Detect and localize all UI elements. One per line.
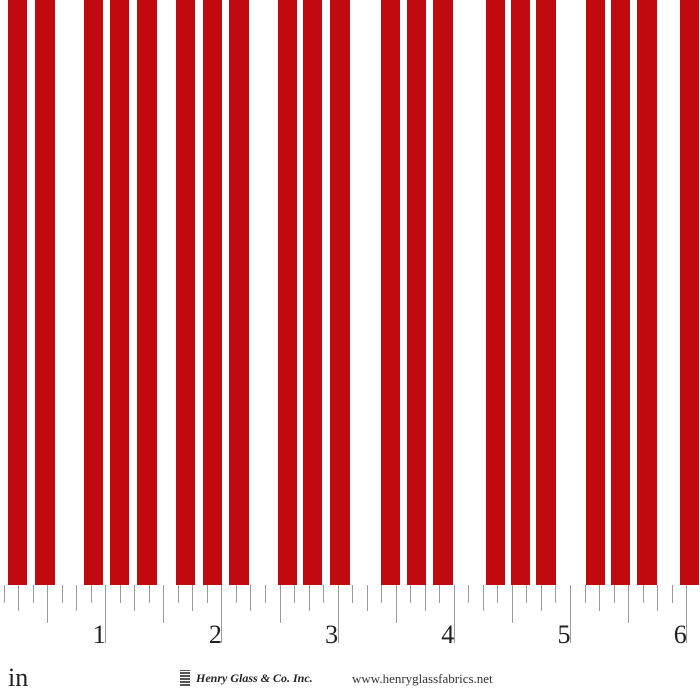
ruler-tick: [206, 585, 208, 603]
ruler-tick: [294, 585, 296, 603]
spool-logo-icon: [180, 670, 190, 686]
ruler-tick: [410, 585, 412, 603]
ruler-tick: [555, 585, 557, 603]
ruler-tick: [337, 585, 339, 643]
stripe: [433, 0, 453, 585]
ruler-tick: [90, 585, 92, 603]
ruler-tick: [540, 585, 542, 611]
brand-logo: Henry Glass & Co. Inc.: [180, 670, 313, 686]
ruler-label: 3: [325, 620, 339, 649]
ruler-label: 4: [441, 620, 455, 649]
stripe: [35, 0, 55, 585]
stripe: [486, 0, 505, 585]
ruler-tick: [308, 585, 310, 611]
ruler-tick: [642, 585, 644, 603]
ruler-tick: [424, 585, 426, 611]
striped-fabric: [8, 0, 699, 585]
ruler-tick: [18, 585, 20, 611]
ruler-tick: [221, 585, 223, 643]
ruler-tick: [453, 585, 455, 643]
ruler-tick: [250, 585, 252, 611]
stripe: [137, 0, 157, 585]
ruler-tick: [482, 585, 484, 611]
stripe: [680, 0, 699, 585]
ruler-tick: [61, 585, 63, 603]
website-link[interactable]: www.henryglassfabrics.net: [352, 671, 493, 686]
ruler-unit: in: [8, 663, 29, 692]
ruler-label: 6: [673, 620, 687, 649]
stripe: [110, 0, 129, 585]
stripe: [586, 0, 605, 585]
ruler-tick: [511, 585, 513, 623]
stripe: [303, 0, 322, 585]
ruler-tick: [192, 585, 194, 611]
stripe: [84, 0, 103, 585]
ruler: 1 2 3 4 5 6 in Henry Glass & Co. Inc. www.hen…: [0, 585, 700, 700]
ruler-tick: [119, 585, 121, 603]
stripe: [637, 0, 657, 585]
brand-name: Henry Glass & Co. Inc.: [196, 670, 313, 685]
ruler-tick: [671, 585, 673, 603]
ruler-tick: [105, 585, 107, 643]
stripe: [381, 0, 400, 585]
ruler-label: 1: [92, 620, 106, 649]
ruler-tick: [395, 585, 397, 623]
ruler-tick: [570, 585, 571, 643]
ruler-tick: [134, 585, 136, 611]
ruler-tick: [264, 585, 266, 603]
ruler-tick: [599, 585, 601, 611]
stripe: [229, 0, 249, 585]
ruler-label: 2: [208, 620, 222, 649]
ruler-tick: [76, 585, 78, 611]
stripe: [278, 0, 297, 585]
ruler-tick: [366, 585, 368, 611]
ruler-tick: [381, 585, 383, 603]
stripe: [536, 0, 556, 585]
ruler-tick: [3, 585, 5, 603]
stripe: [330, 0, 350, 585]
stripe: [407, 0, 426, 585]
ruler-tick: [279, 585, 281, 623]
ruler-tick: [686, 585, 688, 643]
ruler-tick: [235, 585, 237, 603]
ruler-tick: [497, 585, 499, 603]
ruler-tick: [657, 585, 659, 611]
stripe: [8, 0, 27, 585]
ruler-tick: [526, 585, 528, 603]
ruler-tick: [628, 585, 630, 623]
ruler-tick: [32, 585, 34, 603]
ruler-tick: [47, 585, 49, 623]
stripe: [176, 0, 195, 585]
ruler-tick: [177, 585, 179, 603]
ruler-tick: [584, 585, 586, 603]
ruler-label: 5: [557, 620, 571, 649]
ruler-tick: [148, 585, 150, 603]
ruler-tick: [613, 585, 615, 603]
stripe: [203, 0, 222, 585]
ruler-tick: [323, 585, 325, 603]
ruler-tick: [468, 585, 470, 603]
ruler-tick: [439, 585, 441, 603]
stripe: [511, 0, 530, 585]
stripe: [611, 0, 630, 585]
ruler-tick: [163, 585, 165, 623]
ruler-tick: [352, 585, 354, 603]
